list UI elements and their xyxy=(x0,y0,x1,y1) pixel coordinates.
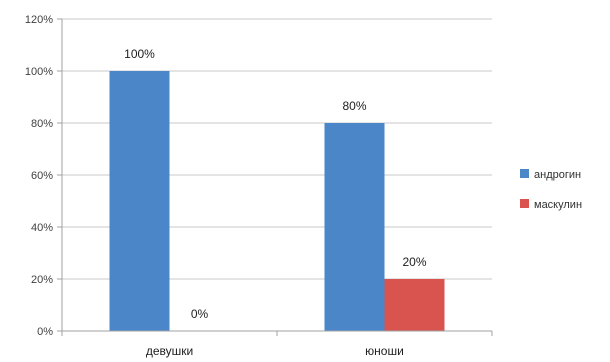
y-axis: 0% 20% 40% 60% 80% 100% 120% xyxy=(25,14,63,338)
data-label: 20% xyxy=(402,255,426,269)
y-tick-label: 100% xyxy=(25,66,53,78)
legend-swatch xyxy=(520,199,529,208)
data-labels: 100% 0% 80% 20% xyxy=(124,47,427,321)
y-tick-label: 20% xyxy=(31,274,53,286)
x-category-label: юноши xyxy=(365,344,404,358)
data-label: 0% xyxy=(191,307,209,321)
legend: андрогин маскулин xyxy=(520,169,582,211)
y-tick-label: 120% xyxy=(25,14,53,26)
x-category-label: девушки xyxy=(146,344,193,358)
y-tick-label: 80% xyxy=(31,118,53,130)
bars xyxy=(109,71,445,331)
bar-maskulin-1 xyxy=(384,279,445,331)
y-tick-label: 60% xyxy=(31,170,53,182)
legend-swatch xyxy=(520,169,529,178)
bar-androgin-0 xyxy=(109,71,170,331)
y-tick-label: 40% xyxy=(31,222,53,234)
legend-label: андрогин xyxy=(534,169,581,181)
data-label: 80% xyxy=(342,99,366,113)
y-tick-label: 0% xyxy=(37,326,53,338)
x-axis: девушки юноши xyxy=(61,330,493,358)
data-label: 100% xyxy=(124,47,155,61)
bar-androgin-1 xyxy=(324,123,385,331)
legend-label: маскулин xyxy=(534,199,582,211)
